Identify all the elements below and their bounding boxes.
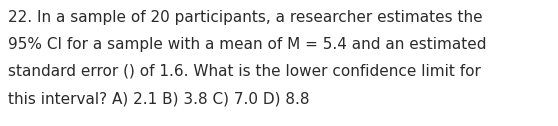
Text: standard error () of 1.6. What is the lower confidence limit for: standard error () of 1.6. What is the lo… — [8, 64, 481, 79]
Text: this interval? A) 2.1 B) 3.8 C) 7.0 D) 8.8: this interval? A) 2.1 B) 3.8 C) 7.0 D) 8… — [8, 91, 310, 106]
Text: 95% CI for a sample with a mean of M = 5.4 and an estimated: 95% CI for a sample with a mean of M = 5… — [8, 37, 487, 52]
Text: 22. In a sample of 20 participants, a researcher estimates the: 22. In a sample of 20 participants, a re… — [8, 10, 483, 25]
